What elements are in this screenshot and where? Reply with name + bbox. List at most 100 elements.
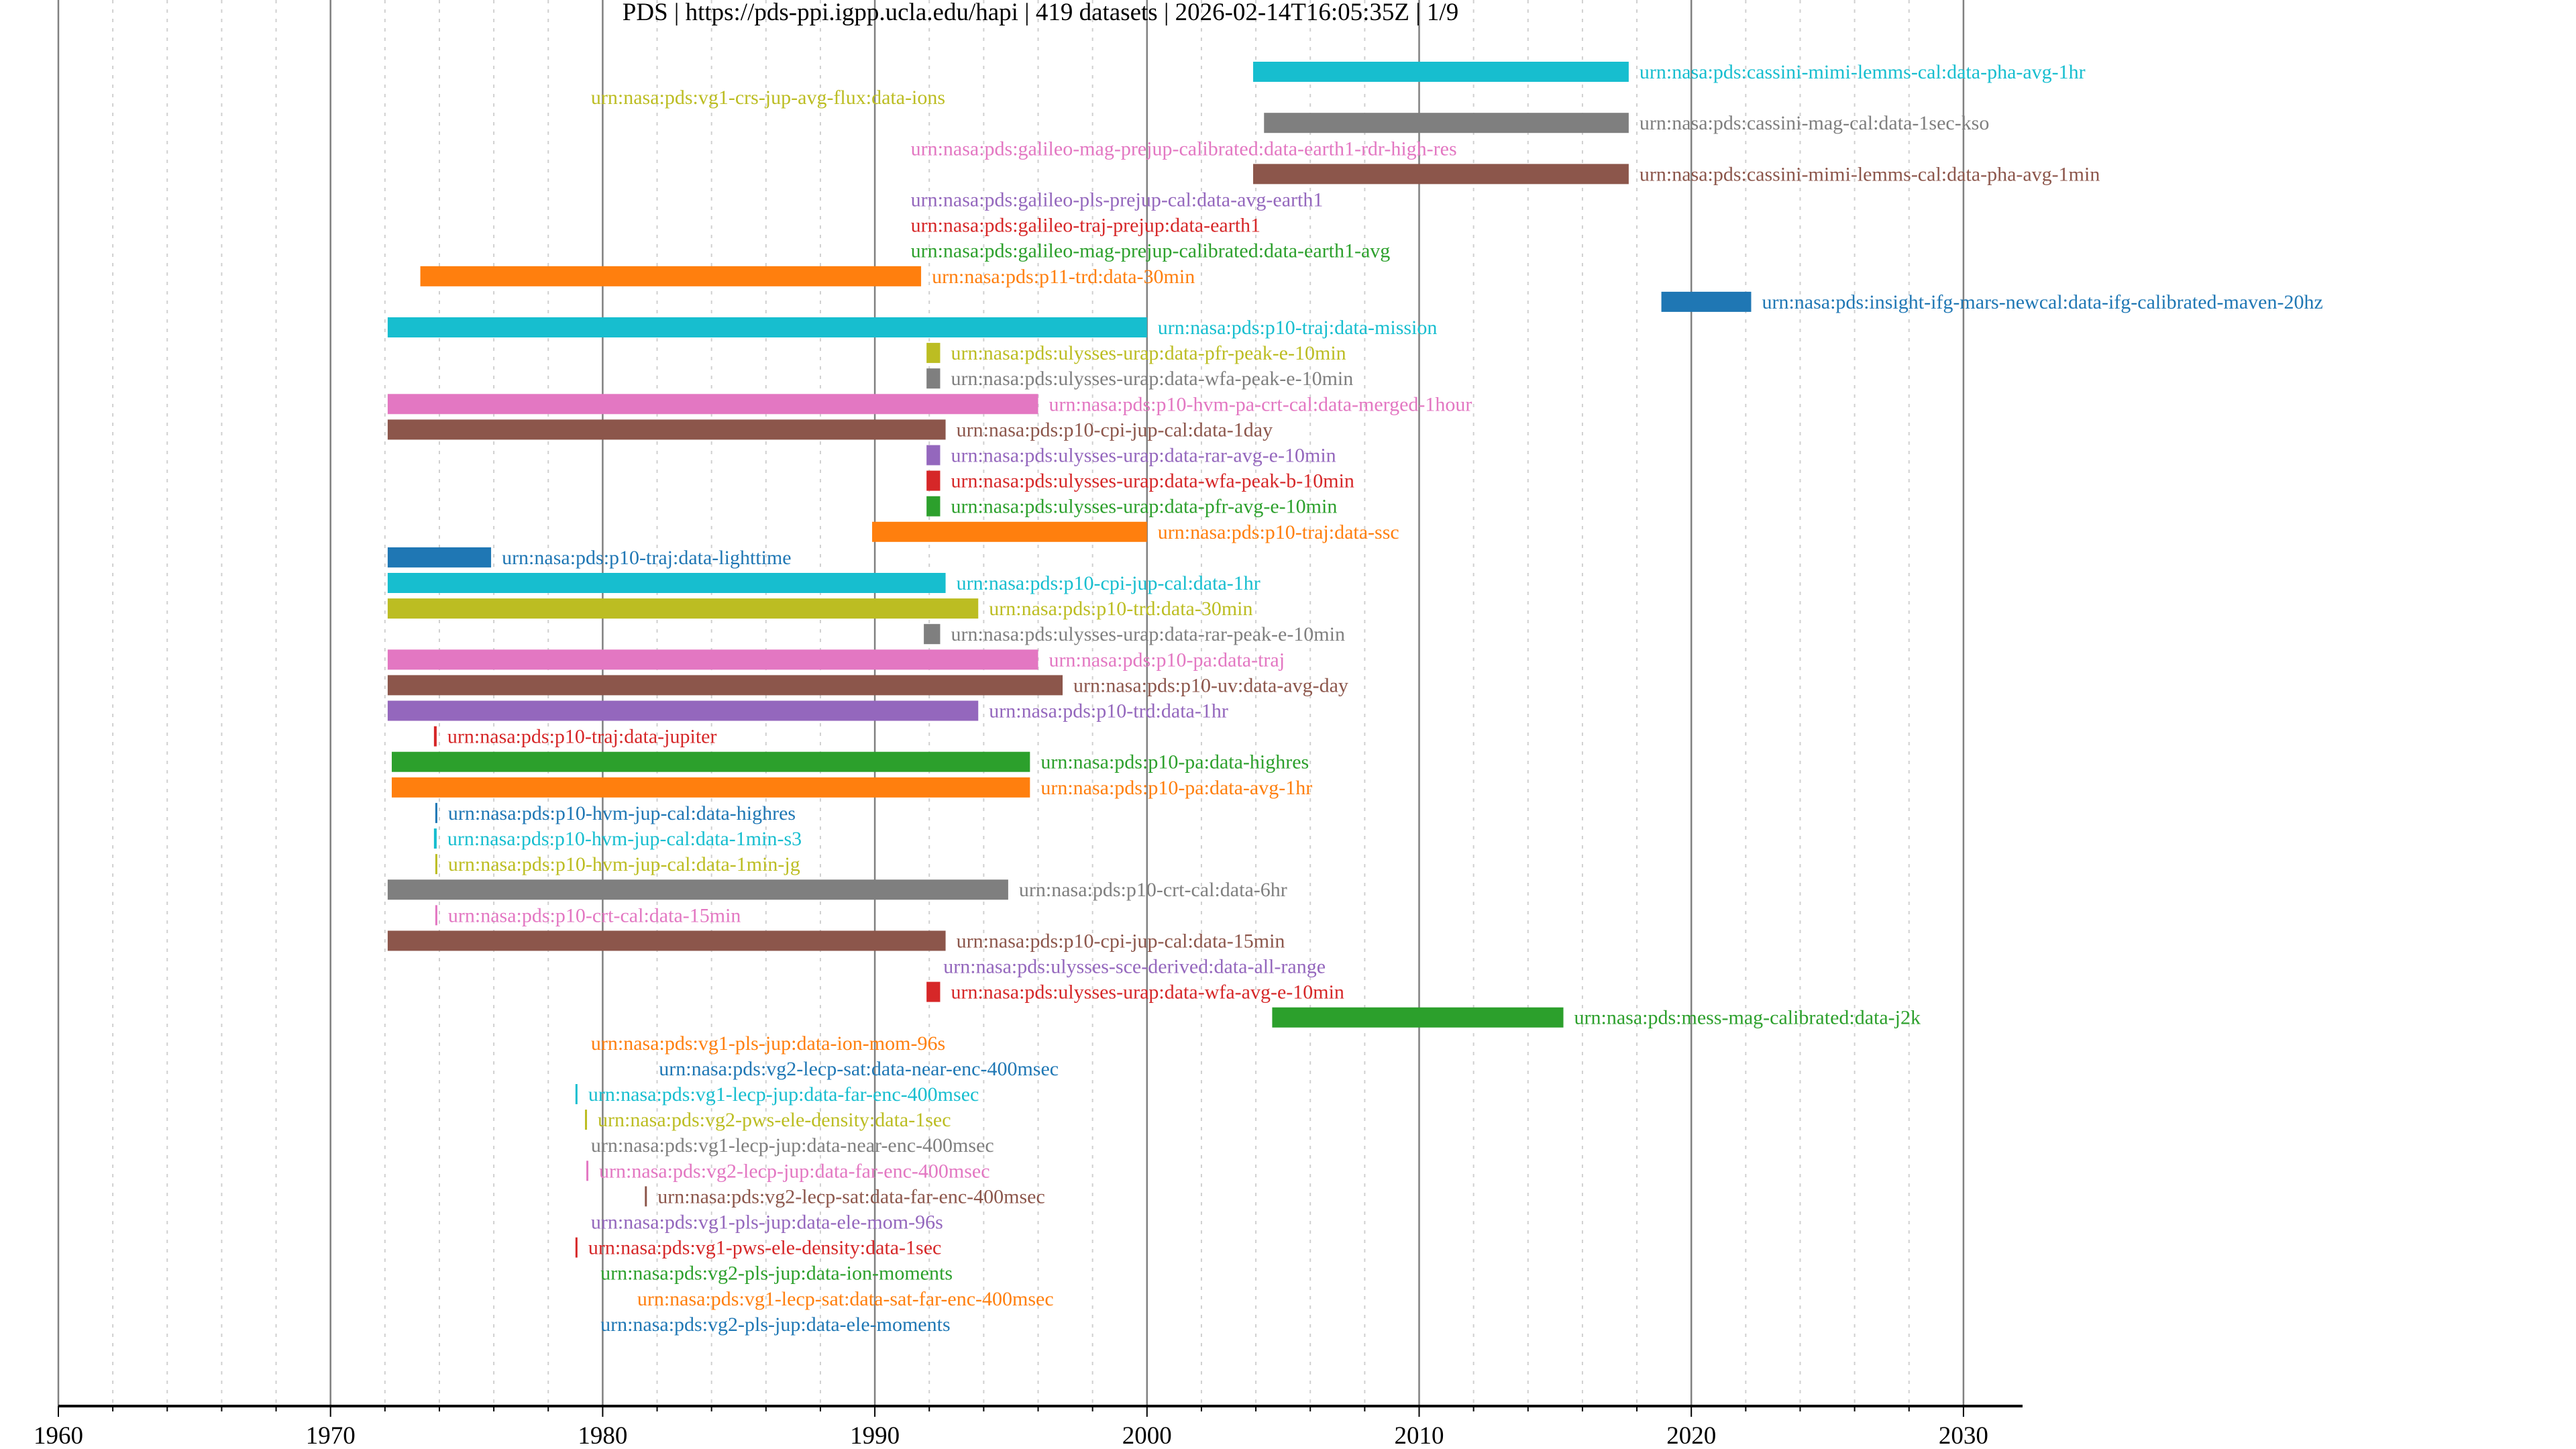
dataset-label: urn:nasa:pds:cassini-mimi-lemms-cal:data… [1640, 61, 2086, 83]
dataset-label: urn:nasa:pds:vg2-pls-jup:data-ion-moment… [600, 1263, 953, 1285]
dataset-bar [387, 649, 1038, 670]
dataset-bar [645, 1186, 647, 1207]
dataset-bar [391, 751, 1030, 772]
dataset-label: urn:nasa:pds:p10-hvm-jup-cal:data-1min-s… [447, 828, 802, 850]
dataset-label: urn:nasa:pds:cassini-mimi-lemms-cal:data… [1640, 163, 2100, 185]
dataset-label: urn:nasa:pds:p10-uv:data-avg-day [1073, 674, 1348, 696]
dataset-label: urn:nasa:pds:p10-trd:data-30min [989, 598, 1252, 620]
dataset-bar [387, 598, 979, 619]
dataset-label: urn:nasa:pds:p10-crt-cal:data-15min [448, 904, 741, 926]
x-tick-label: 2030 [1939, 1422, 1988, 1449]
dataset-label: urn:nasa:pds:ulysses-urap:data-wfa-peak-… [951, 368, 1353, 390]
dataset-label: urn:nasa:pds:vg1-pls-jup:data-ion-mom-96… [591, 1032, 945, 1055]
dataset-bar [586, 1161, 589, 1181]
dataset-label: urn:nasa:pds:vg1-lecp-jup:data-near-enc-… [591, 1134, 994, 1157]
dataset-bar [387, 419, 946, 440]
dataset-bar [433, 828, 437, 849]
dataset-bar [420, 266, 922, 286]
dataset-label: urn:nasa:pds:p10-hvm-jup-cal:data-highre… [448, 802, 796, 824]
dataset-label: urn:nasa:pds:vg2-pws-ele-density:data-1s… [598, 1109, 951, 1131]
dataset-label: urn:nasa:pds:p10-traj:data-jupiter [447, 726, 717, 748]
dataset-bar [926, 496, 941, 517]
dataset-label: urn:nasa:pds:insight-ifg-mars-newcal:dat… [1762, 291, 2322, 313]
dataset-bar [433, 726, 437, 747]
dataset-label: urn:nasa:pds:vg1-pws-ele-density:data-1s… [588, 1237, 942, 1259]
dataset-bar [387, 930, 946, 951]
dataset-label: urn:nasa:pds:galileo-mag-prejup-calibrat… [911, 240, 1391, 262]
x-tick-label: 1990 [850, 1422, 900, 1449]
dataset-bar [387, 317, 1147, 337]
dataset-label: urn:nasa:pds:vg2-lecp-sat:data-far-enc-4… [657, 1185, 1044, 1208]
x-tick-label: 1970 [306, 1422, 356, 1449]
dataset-label: urn:nasa:pds:p10-traj:data-mission [1158, 317, 1438, 339]
dataset-label: urn:nasa:pds:vg2-pls-jup:data-ele-moment… [600, 1313, 951, 1336]
dataset-bar [387, 394, 1038, 415]
dataset-label: urn:nasa:pds:ulysses-urap:data-rar-avg-e… [951, 445, 1336, 467]
dataset-label: urn:nasa:pds:ulysses-urap:data-pfr-peak-… [951, 342, 1346, 364]
dataset-label: urn:nasa:pds:ulysses-urap:data-rar-peak-… [951, 623, 1345, 645]
dataset-label: urn:nasa:pds:ulysses-urap:data-wfa-peak-… [951, 470, 1354, 492]
x-tick-label: 1980 [578, 1422, 627, 1449]
dataset-bar [926, 445, 941, 466]
dataset-label: urn:nasa:pds:vg1-lecp-sat:data-sat-far-e… [637, 1288, 1054, 1310]
dataset-label: urn:nasa:pds:vg2-lecp-jup:data-far-enc-4… [599, 1160, 990, 1182]
dataset-bar [872, 521, 1147, 542]
dataset-bar [387, 547, 492, 568]
dataset-bar [435, 905, 437, 926]
dataset-label: urn:nasa:pds:p10-hvm-jup-cal:data-1min-j… [448, 853, 800, 875]
dataset-bar [387, 675, 1063, 696]
dataset-bar [435, 854, 437, 875]
dataset-label: urn:nasa:pds:p10-cpi-jup-cal:data-1day [957, 419, 1273, 441]
dataset-bar [1272, 1007, 1564, 1028]
dataset-bar [926, 470, 941, 491]
dataset-label: urn:nasa:pds:ulysses-urap:data-wfa-avg-e… [951, 981, 1344, 1004]
dataset-bar [435, 802, 437, 823]
dataset-label: urn:nasa:pds:galileo-pls-prejup-cal:data… [911, 189, 1324, 211]
dataset-bar [926, 368, 941, 389]
x-tick-label: 2010 [1395, 1422, 1444, 1449]
dataset-bar [1661, 291, 1752, 312]
dataset-label: urn:nasa:pds:p10-cpi-jup-cal:data-15min [957, 930, 1285, 952]
dataset-label: urn:nasa:pds:p10-pa:data-traj [1049, 649, 1285, 671]
x-tick-label: 1960 [34, 1422, 83, 1449]
dataset-label: urn:nasa:pds:p10-traj:data-ssc [1158, 521, 1399, 543]
dataset-bar [387, 700, 979, 721]
x-tick-label: 2020 [1666, 1422, 1716, 1449]
x-tick-label: 2000 [1122, 1422, 1172, 1449]
dataset-bar [391, 777, 1030, 798]
dataset-bar [575, 1084, 578, 1104]
dataset-label: urn:nasa:pds:p10-traj:data-lighttime [502, 547, 792, 569]
dataset-labels: urn:nasa:pds:cassini-mimi-lemms-cal:data… [447, 61, 2323, 1336]
dataset-label: urn:nasa:pds:vg1-pls-jup:data-ele-mom-96… [591, 1212, 943, 1234]
dataset-label: urn:nasa:pds:galileo-traj-prejup:data-ea… [911, 215, 1260, 237]
dataset-label: urn:nasa:pds:ulysses-urap:data-pfr-avg-e… [951, 496, 1337, 518]
dataset-bar [926, 343, 941, 364]
dataset-label: urn:nasa:pds:p10-hvm-pa-crt-cal:data-mer… [1049, 393, 1472, 415]
dataset-label: urn:nasa:pds:p10-cpi-jup-cal:data-1hr [957, 572, 1260, 594]
dataset-label: urn:nasa:pds:vg2-lecp-sat:data-near-enc-… [659, 1058, 1059, 1080]
dataset-label: urn:nasa:pds:vg1-lecp-jup:data-far-enc-4… [588, 1083, 979, 1106]
dataset-bar [1253, 62, 1629, 82]
dataset-label: urn:nasa:pds:vg1-crs-jup-avg-flux:data-i… [591, 87, 945, 109]
dataset-bar [575, 1237, 578, 1258]
dataset-bar [924, 624, 941, 645]
dataset-bar [387, 879, 1008, 900]
dataset-bar [387, 573, 946, 593]
dataset-bar [1253, 164, 1629, 184]
dataset-label: urn:nasa:pds:cassini-mag-cal:data-1sec-k… [1640, 112, 1989, 134]
chart-title: PDS | https://pds-ppi.igpp.ucla.edu/hapi… [623, 0, 1458, 26]
x-axis: 1960 1970 1980 1990 2000 2010 2020 2030 [34, 1405, 2023, 1449]
dataset-label: urn:nasa:pds:p10-trd:data-1hr [989, 700, 1228, 722]
dataset-bar [1264, 113, 1629, 133]
dataset-label: urn:nasa:pds:mess-mag-calibrated:data-j2… [1574, 1007, 1921, 1029]
dataset-bar [926, 981, 941, 1002]
dataset-label: urn:nasa:pds:p10-pa:data-highres [1040, 751, 1309, 773]
dataset-label: urn:nasa:pds:galileo-mag-prejup-calibrat… [911, 138, 1457, 160]
dataset-label: urn:nasa:pds:p10-pa:data-avg-1hr [1040, 777, 1312, 799]
dataset-label: urn:nasa:pds:ulysses-sce-derived:data-al… [943, 956, 1326, 978]
dataset-label: urn:nasa:pds:p11-trd:data-30min [932, 266, 1195, 288]
dataset-label: urn:nasa:pds:p10-crt-cal:data-6hr [1019, 879, 1287, 901]
dataset-bar [585, 1110, 588, 1130]
dataset-bars [387, 62, 1752, 1258]
